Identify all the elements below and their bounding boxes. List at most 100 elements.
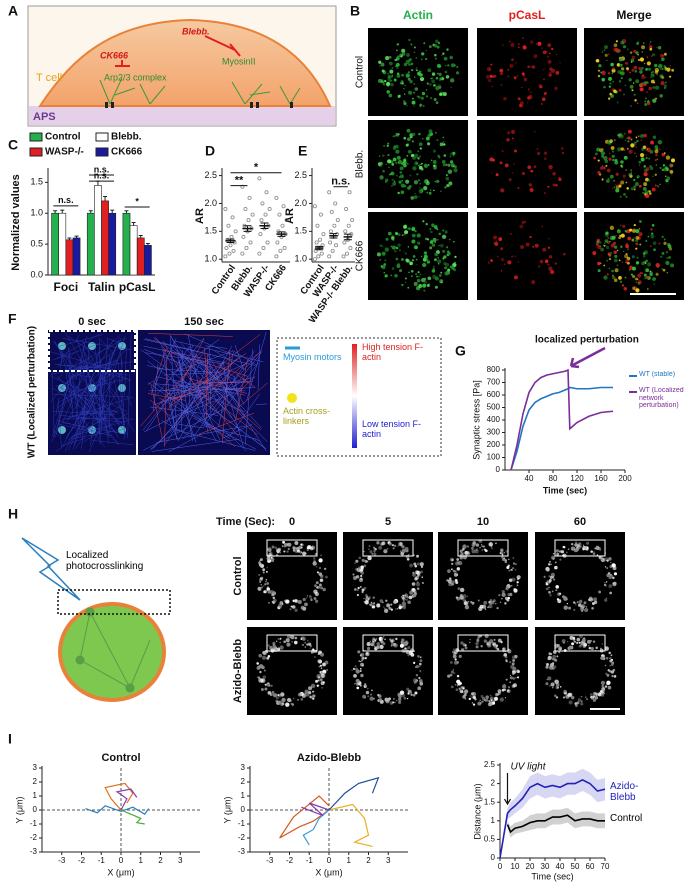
image-texture (446, 48, 449, 51)
image-texture (355, 682, 359, 686)
image-texture (618, 184, 622, 188)
bar (108, 212, 117, 276)
image-texture (622, 224, 626, 228)
dot (316, 254, 321, 259)
image-texture (262, 568, 266, 572)
image-texture (228, 393, 260, 439)
image-texture (567, 692, 572, 697)
image-texture (439, 92, 443, 96)
image-texture (94, 347, 109, 444)
image-texture (636, 256, 639, 259)
image-texture (193, 351, 255, 437)
image-texture (597, 171, 601, 175)
image-texture (403, 233, 406, 236)
image-texture (410, 269, 414, 273)
image-texture (606, 179, 610, 183)
image-texture (555, 549, 559, 553)
image-texture (607, 53, 610, 56)
image-texture (504, 697, 507, 699)
image-texture (411, 582, 416, 586)
image-texture (619, 57, 623, 62)
image-texture (499, 552, 502, 555)
image-texture (397, 191, 400, 195)
image-texture (605, 656, 609, 660)
image-texture (260, 584, 262, 586)
annotation: ** (235, 175, 244, 187)
image-texture (263, 669, 266, 672)
image-texture (355, 678, 360, 684)
image-texture (627, 248, 629, 251)
image-texture (318, 558, 323, 563)
image-texture (574, 543, 578, 547)
image-texture (54, 363, 129, 376)
image-texture (52, 340, 128, 435)
image-texture (607, 236, 610, 239)
image-texture (191, 344, 193, 349)
image-texture (436, 238, 439, 241)
image-texture (660, 81, 665, 86)
image-texture (433, 44, 438, 48)
image-texture (548, 575, 551, 578)
image-texture (511, 137, 514, 140)
image-texture (267, 644, 270, 647)
image-texture (521, 171, 526, 176)
error-bar (343, 233, 352, 241)
image-texture (511, 255, 513, 258)
annotation: * (254, 162, 259, 174)
image-texture (644, 102, 648, 107)
image-texture (619, 234, 622, 237)
image-texture (605, 164, 608, 167)
image-texture (314, 552, 317, 556)
image-texture (419, 273, 422, 276)
image-texture (361, 590, 364, 594)
image-texture (548, 652, 552, 655)
image-texture (627, 261, 630, 265)
image-texture (512, 659, 516, 662)
image-texture (293, 640, 298, 645)
image-texture (501, 592, 506, 597)
image-texture (595, 647, 597, 649)
image-texture (369, 696, 374, 701)
image-texture (395, 637, 398, 641)
image-texture (544, 259, 549, 264)
image-texture (290, 635, 295, 640)
image-texture (563, 252, 566, 256)
image-texture (263, 585, 265, 587)
image-texture (416, 173, 419, 176)
image-texture (462, 643, 466, 647)
image-texture (516, 584, 519, 587)
image-texture (604, 646, 609, 651)
dot (263, 212, 268, 217)
image-texture (417, 150, 420, 153)
image-texture (511, 129, 516, 134)
image-texture (555, 585, 559, 589)
image-texture (454, 255, 457, 259)
image-texture (404, 230, 409, 235)
image-texture (559, 61, 561, 64)
x-tick-label: Foci (53, 280, 78, 294)
image-texture (389, 69, 394, 74)
dot (282, 246, 287, 251)
image-texture (669, 163, 674, 168)
image-texture (633, 49, 637, 53)
image-texture (400, 183, 405, 188)
image-texture (385, 599, 388, 602)
image-texture (489, 694, 492, 697)
image-texture (423, 251, 428, 255)
x-tick-label: 1 (347, 856, 352, 865)
image-texture (509, 661, 512, 664)
image-texture (413, 105, 415, 107)
image-texture (395, 161, 398, 165)
image-texture (666, 178, 669, 181)
row-header: Blebb. (355, 150, 366, 178)
image-texture (569, 635, 574, 640)
image-texture (299, 693, 302, 696)
image-texture (562, 545, 566, 549)
image-texture (639, 243, 642, 246)
image-texture (573, 640, 576, 643)
image-texture (439, 279, 444, 284)
image-texture (577, 698, 581, 702)
image-texture (504, 602, 507, 605)
image-texture (562, 696, 566, 699)
image-texture (378, 155, 381, 157)
